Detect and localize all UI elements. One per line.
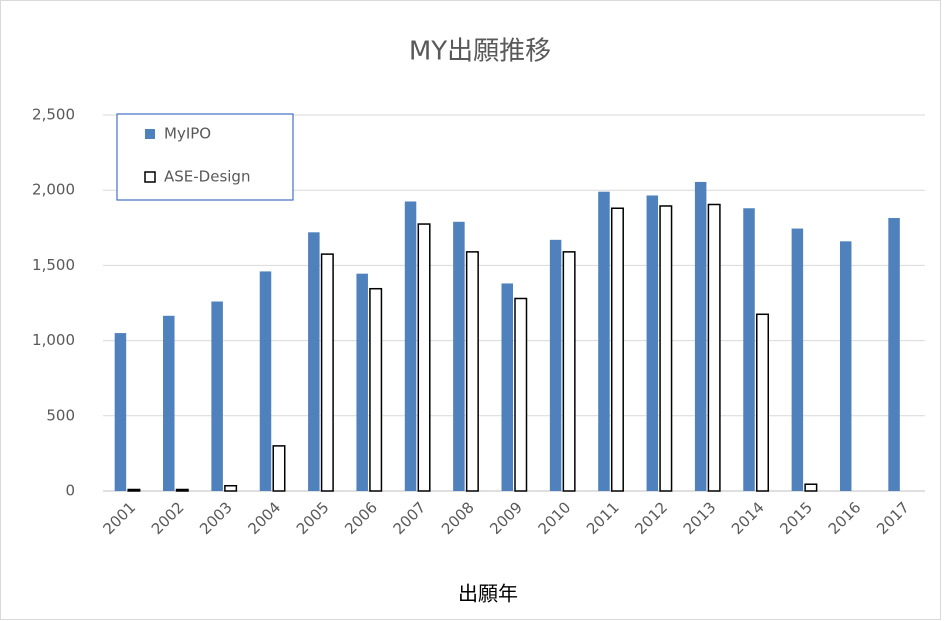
bar xyxy=(259,271,272,491)
bar xyxy=(417,223,431,492)
bar xyxy=(308,232,320,491)
y-tick-label: 2,000 xyxy=(32,181,75,199)
bar xyxy=(562,251,576,492)
bar xyxy=(707,203,721,492)
bar xyxy=(453,221,465,491)
legend-swatch xyxy=(144,171,156,183)
legend-label: MyIPO xyxy=(164,125,211,143)
bar xyxy=(465,251,479,492)
bar xyxy=(404,201,417,492)
bar xyxy=(369,287,383,492)
bar xyxy=(320,253,334,492)
bar xyxy=(211,301,223,491)
bar xyxy=(743,208,755,492)
bar xyxy=(127,488,141,492)
bar xyxy=(659,205,673,492)
y-tick-label: 0 xyxy=(65,482,75,500)
bar xyxy=(501,283,513,491)
x-axis-title: 出願年 xyxy=(458,582,518,606)
bar xyxy=(163,315,175,491)
bar xyxy=(356,273,368,491)
y-tick-label: 1,500 xyxy=(32,256,75,274)
bar xyxy=(514,297,528,492)
bar xyxy=(646,195,659,492)
bar xyxy=(791,228,804,491)
bar xyxy=(598,191,610,492)
bar xyxy=(114,333,127,491)
y-tick-label: 500 xyxy=(46,406,75,424)
bar xyxy=(756,313,770,492)
legend-swatch xyxy=(145,129,155,139)
chart-title: MY出願推移 xyxy=(409,37,551,67)
bar xyxy=(272,445,286,492)
bar xyxy=(549,239,562,491)
bar xyxy=(694,181,707,492)
legend-label: ASE-Design xyxy=(164,168,250,186)
y-tick-label: 1,000 xyxy=(32,331,75,349)
bar xyxy=(224,484,238,492)
y-tick-label: 2,500 xyxy=(32,106,75,124)
bar xyxy=(804,483,818,492)
bar xyxy=(839,241,852,491)
legend-box xyxy=(116,113,294,201)
bar xyxy=(610,207,624,492)
bar xyxy=(888,218,900,492)
bar xyxy=(175,488,189,492)
